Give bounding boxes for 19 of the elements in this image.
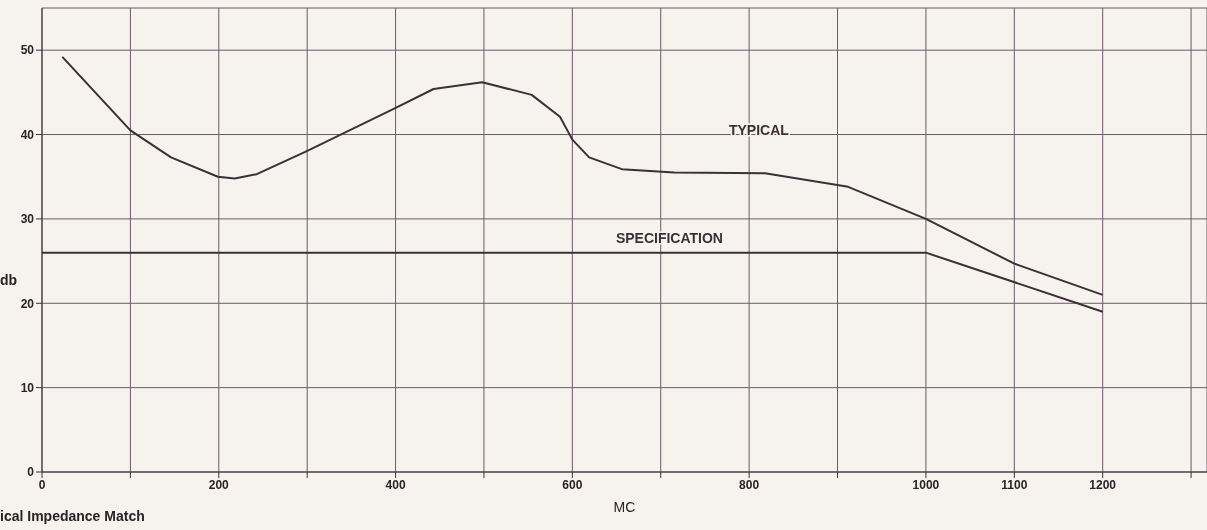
x-tick-label: 1200 <box>1089 477 1117 492</box>
x-axis-title: MC <box>613 499 636 515</box>
y-tick-label: 30 <box>20 212 35 227</box>
line-series <box>61 55 1104 296</box>
x-tick-label: 0 <box>38 477 46 492</box>
x-tick-label: 400 <box>385 477 406 492</box>
x-tick-label: 1000 <box>912 477 940 492</box>
text: ical Impedance Match <box>0 508 145 524</box>
y-tick-label: 20 <box>20 296 35 311</box>
text: TYPICAL <box>729 121 790 138</box>
x-tick-label: 200 <box>208 477 230 492</box>
y-tick-label: 10 <box>20 380 35 395</box>
y-tick-label: 40 <box>20 127 35 142</box>
x-tick-label: 600 <box>562 477 583 492</box>
x-tick-label: 1100 <box>1001 477 1028 492</box>
x-tick-label: 800 <box>739 477 760 492</box>
y-axis-title: db <box>0 271 18 288</box>
y-tick-label: 50 <box>20 43 35 58</box>
y-tick-label: 0 <box>27 465 35 480</box>
